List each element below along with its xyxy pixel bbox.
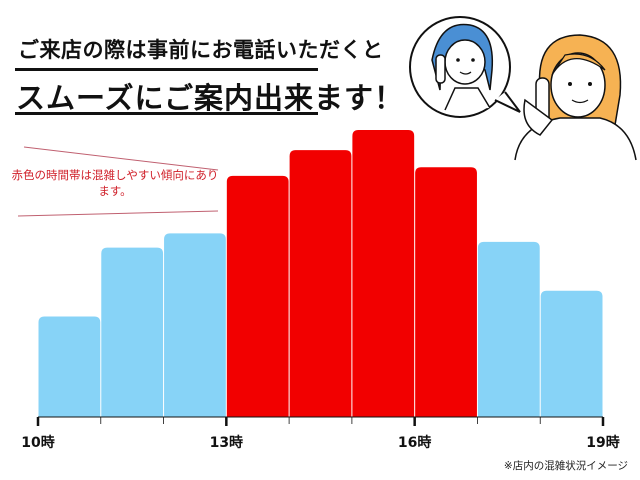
bar-5 bbox=[289, 150, 352, 417]
bar-1 bbox=[38, 316, 101, 417]
bar-7 bbox=[415, 167, 477, 417]
bar-9 bbox=[540, 290, 603, 417]
customer-illustration bbox=[514, 34, 637, 161]
footnote: ※店内の混雑状況イメージ bbox=[503, 460, 628, 472]
bar-3 bbox=[164, 233, 226, 417]
bar-8 bbox=[477, 241, 540, 417]
headline-rule-2 bbox=[15, 112, 318, 115]
annotation-line-bottom bbox=[17, 210, 219, 217]
x-tick-label: 19時 bbox=[586, 434, 619, 451]
x-tick-label: 10時 bbox=[21, 434, 54, 451]
busy-annotation: 赤色の時間帯は混雑しやすい傾向にあります。 bbox=[11, 168, 219, 198]
headline-line2: スムーズにご案内出来ます！ bbox=[16, 81, 404, 115]
bar-2 bbox=[101, 247, 164, 417]
bar-6 bbox=[352, 130, 415, 417]
annotation-line-top bbox=[23, 146, 219, 171]
operator-illustration bbox=[409, 16, 521, 118]
bar-4 bbox=[226, 175, 289, 417]
headline-rule-1 bbox=[15, 68, 318, 71]
x-tick-label: 16時 bbox=[398, 434, 431, 451]
x-tick-label: 13時 bbox=[210, 434, 243, 451]
headline-line1: ご来店の際は事前にお電話いただくと bbox=[18, 38, 384, 62]
